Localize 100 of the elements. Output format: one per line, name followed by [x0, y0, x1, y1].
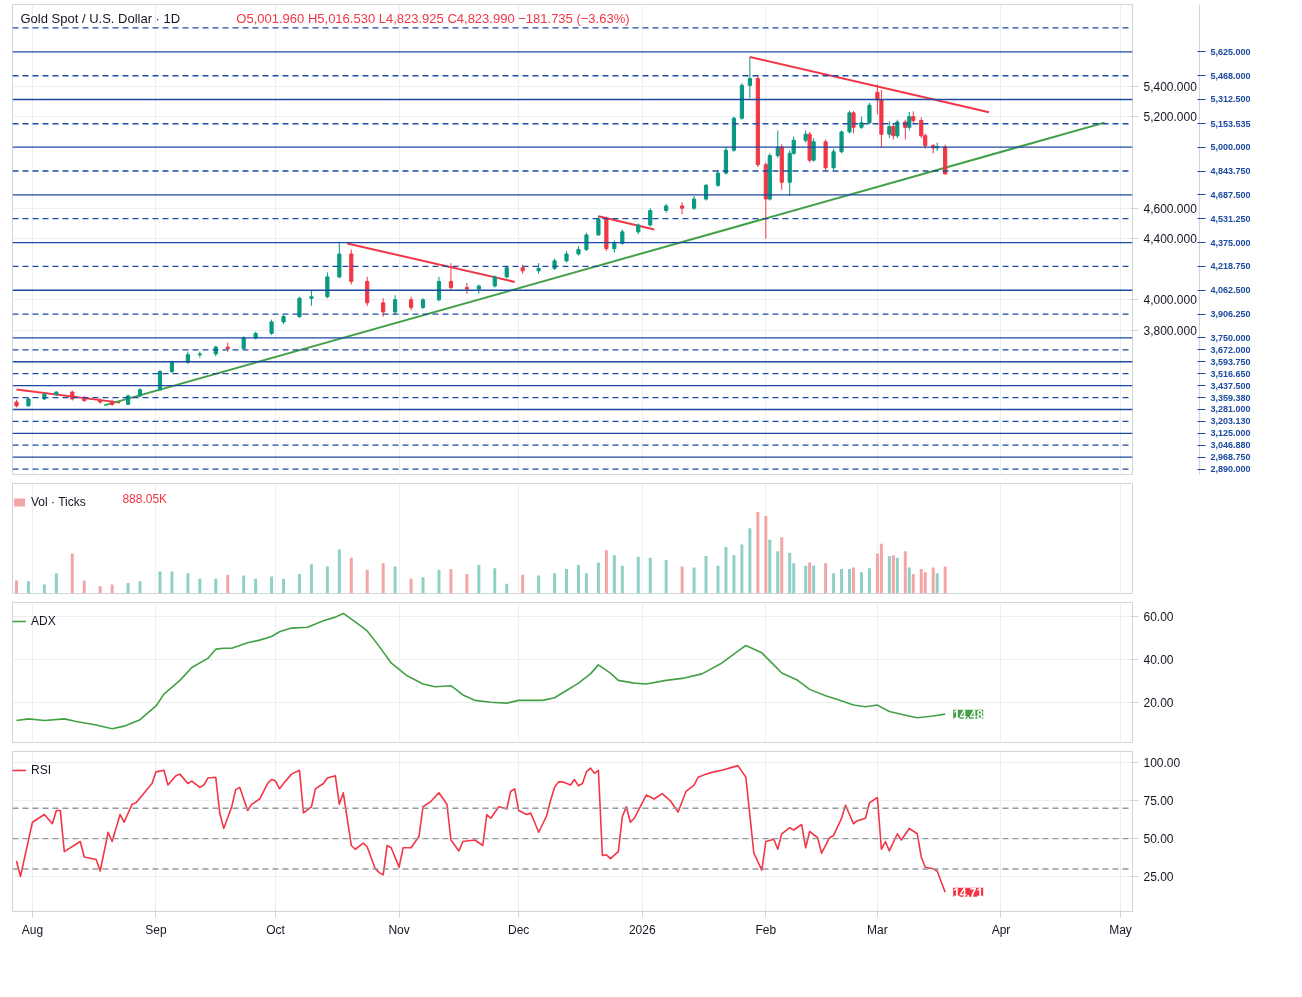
text: 888.05K: [122, 491, 168, 506]
y-tick-label: 75.00: [1143, 794, 1174, 809]
annotation: 14.48: [953, 707, 984, 722]
bar: [282, 578, 286, 594]
bar: [604, 550, 608, 594]
ref-line-label: 3,437.500: [1210, 380, 1251, 391]
candlestick: [464, 282, 469, 295]
x-tick-label: Dec: [508, 922, 530, 937]
ref-line-label: 4,375.000: [1210, 237, 1251, 248]
candlestick: [680, 201, 685, 215]
ref-line-label: 5,153.535: [1210, 118, 1251, 129]
bar: [903, 551, 907, 594]
bar: [54, 573, 58, 594]
y-tick-label: 40.00: [1143, 652, 1174, 667]
bar: [692, 567, 696, 594]
annotation: 14.71: [953, 885, 984, 900]
ref-line-label: 3,203.130: [1210, 416, 1251, 427]
candlestick: [811, 137, 816, 163]
bar: [780, 537, 784, 594]
candlestick: [648, 207, 653, 228]
bar: [931, 567, 935, 594]
bar: [449, 569, 453, 594]
ref-line-label: 3,672.000: [1210, 344, 1251, 355]
bar: [337, 549, 341, 594]
bar: [465, 573, 469, 594]
bar: [612, 555, 616, 594]
candlestick: [325, 271, 330, 299]
ref-line-label: 3,750.000: [1210, 332, 1251, 343]
line-series: [15, 612, 946, 730]
bar: [848, 569, 852, 594]
legend-label: ADX: [31, 614, 56, 628]
bar: [477, 564, 481, 594]
bar: [596, 562, 600, 594]
candlestick: [831, 148, 836, 171]
bar: [756, 512, 760, 594]
candlestick: [895, 119, 900, 139]
bar: [788, 552, 792, 594]
bar: [732, 555, 736, 594]
y-tick-label: 100.00: [1143, 756, 1181, 771]
annotation: O5,001.960 H5,016.530 L4,823.925 C4,823.990 −181.735 (−3.63%): [236, 10, 630, 26]
bar: [186, 573, 190, 594]
bar: [226, 574, 230, 594]
bar: [895, 557, 899, 594]
x-tick-label: Sep: [145, 922, 167, 937]
bar: [887, 556, 891, 594]
x-tick-label: Oct: [266, 922, 286, 937]
ref-line-label: 3,593.750: [1210, 356, 1251, 367]
candlestick: [297, 296, 302, 319]
legend-label: Vol · Ticks: [31, 495, 86, 509]
y-tick-label: 4,400.000: [1143, 232, 1198, 247]
ref-line-label: 3,359.380: [1210, 392, 1251, 403]
bar: [724, 547, 728, 594]
bar: [565, 569, 569, 594]
bar: [98, 586, 102, 594]
bar: [584, 573, 588, 594]
ref-line-label: 3,046.880: [1210, 440, 1251, 451]
bar: [919, 569, 923, 594]
ref-line-label: 4,062.500: [1210, 285, 1251, 296]
bar: [867, 568, 871, 594]
bar: [923, 572, 927, 594]
y-tick-label: 5,400.000: [1143, 79, 1198, 94]
bar: [198, 578, 202, 594]
bar: [620, 565, 624, 594]
bar: [297, 573, 301, 594]
ref-line-label: 3,125.000: [1210, 428, 1251, 439]
y-tick-label: 4,000.000: [1143, 293, 1198, 308]
line-series: [15, 764, 946, 894]
candlestick: [867, 102, 872, 125]
ref-line-label: 5,312.500: [1210, 94, 1251, 105]
bar: [879, 543, 883, 594]
bar: [242, 575, 246, 594]
bar: [381, 563, 385, 594]
bar: [553, 573, 557, 594]
bar: [505, 583, 509, 594]
bar: [808, 562, 812, 594]
ref-line-label: 5,000.000: [1210, 142, 1251, 153]
y-tick-label: 60.00: [1143, 609, 1174, 624]
x-tick-label: 2026: [628, 922, 656, 937]
bar: [636, 556, 640, 594]
candlestick: [747, 56, 752, 99]
bar: [537, 575, 541, 594]
bar: [891, 555, 895, 594]
bar: [764, 516, 768, 594]
bar: [911, 573, 915, 594]
bar: [365, 569, 369, 594]
ref-line-label: 4,531.250: [1210, 213, 1251, 224]
bar: [812, 565, 816, 594]
ref-line-label: 4,843.750: [1210, 166, 1251, 177]
bar: [82, 580, 86, 594]
bar: [680, 566, 684, 594]
bar: [935, 573, 939, 594]
bar: [254, 578, 258, 594]
bar: [852, 567, 855, 594]
bar: [170, 571, 174, 594]
text: Gold Spot / U.S. Dollar · 1D: [20, 10, 181, 26]
candlestick: [584, 232, 589, 252]
ref-line-label: 3,906.250: [1210, 309, 1251, 320]
bar: [804, 565, 808, 594]
bar: [126, 582, 130, 594]
bar: [748, 528, 752, 594]
